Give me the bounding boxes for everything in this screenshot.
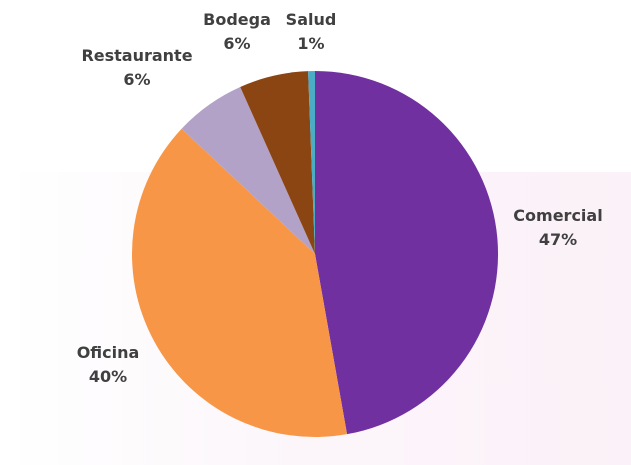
slice-percent-oficina: 40% xyxy=(89,367,127,386)
slice-label-restaurante: Restaurante xyxy=(81,46,192,65)
slice-percent-comercial: 47% xyxy=(539,230,577,249)
slice-percent-salud: 1% xyxy=(297,34,324,53)
slice-percent-restaurante: 6% xyxy=(123,70,150,89)
slice-label-oficina: Oficina xyxy=(77,343,140,362)
pie-slices xyxy=(131,71,499,438)
slice-label-bodega: Bodega xyxy=(203,10,271,29)
pie-slice-comercial xyxy=(315,71,499,435)
pie-slice-restaurante xyxy=(181,86,315,254)
slice-label-comercial: Comercial xyxy=(513,206,602,225)
pie-slice-salud xyxy=(308,71,315,254)
pie-slice-oficina xyxy=(131,128,348,438)
slice-label-salud: Salud xyxy=(286,10,337,29)
slice-percent-bodega: 6% xyxy=(223,34,250,53)
pie-labels: Comercial 47% Oficina 40% Restaurante 6% Bodeg… xyxy=(77,10,603,386)
pie-slice-bodega xyxy=(240,71,315,254)
